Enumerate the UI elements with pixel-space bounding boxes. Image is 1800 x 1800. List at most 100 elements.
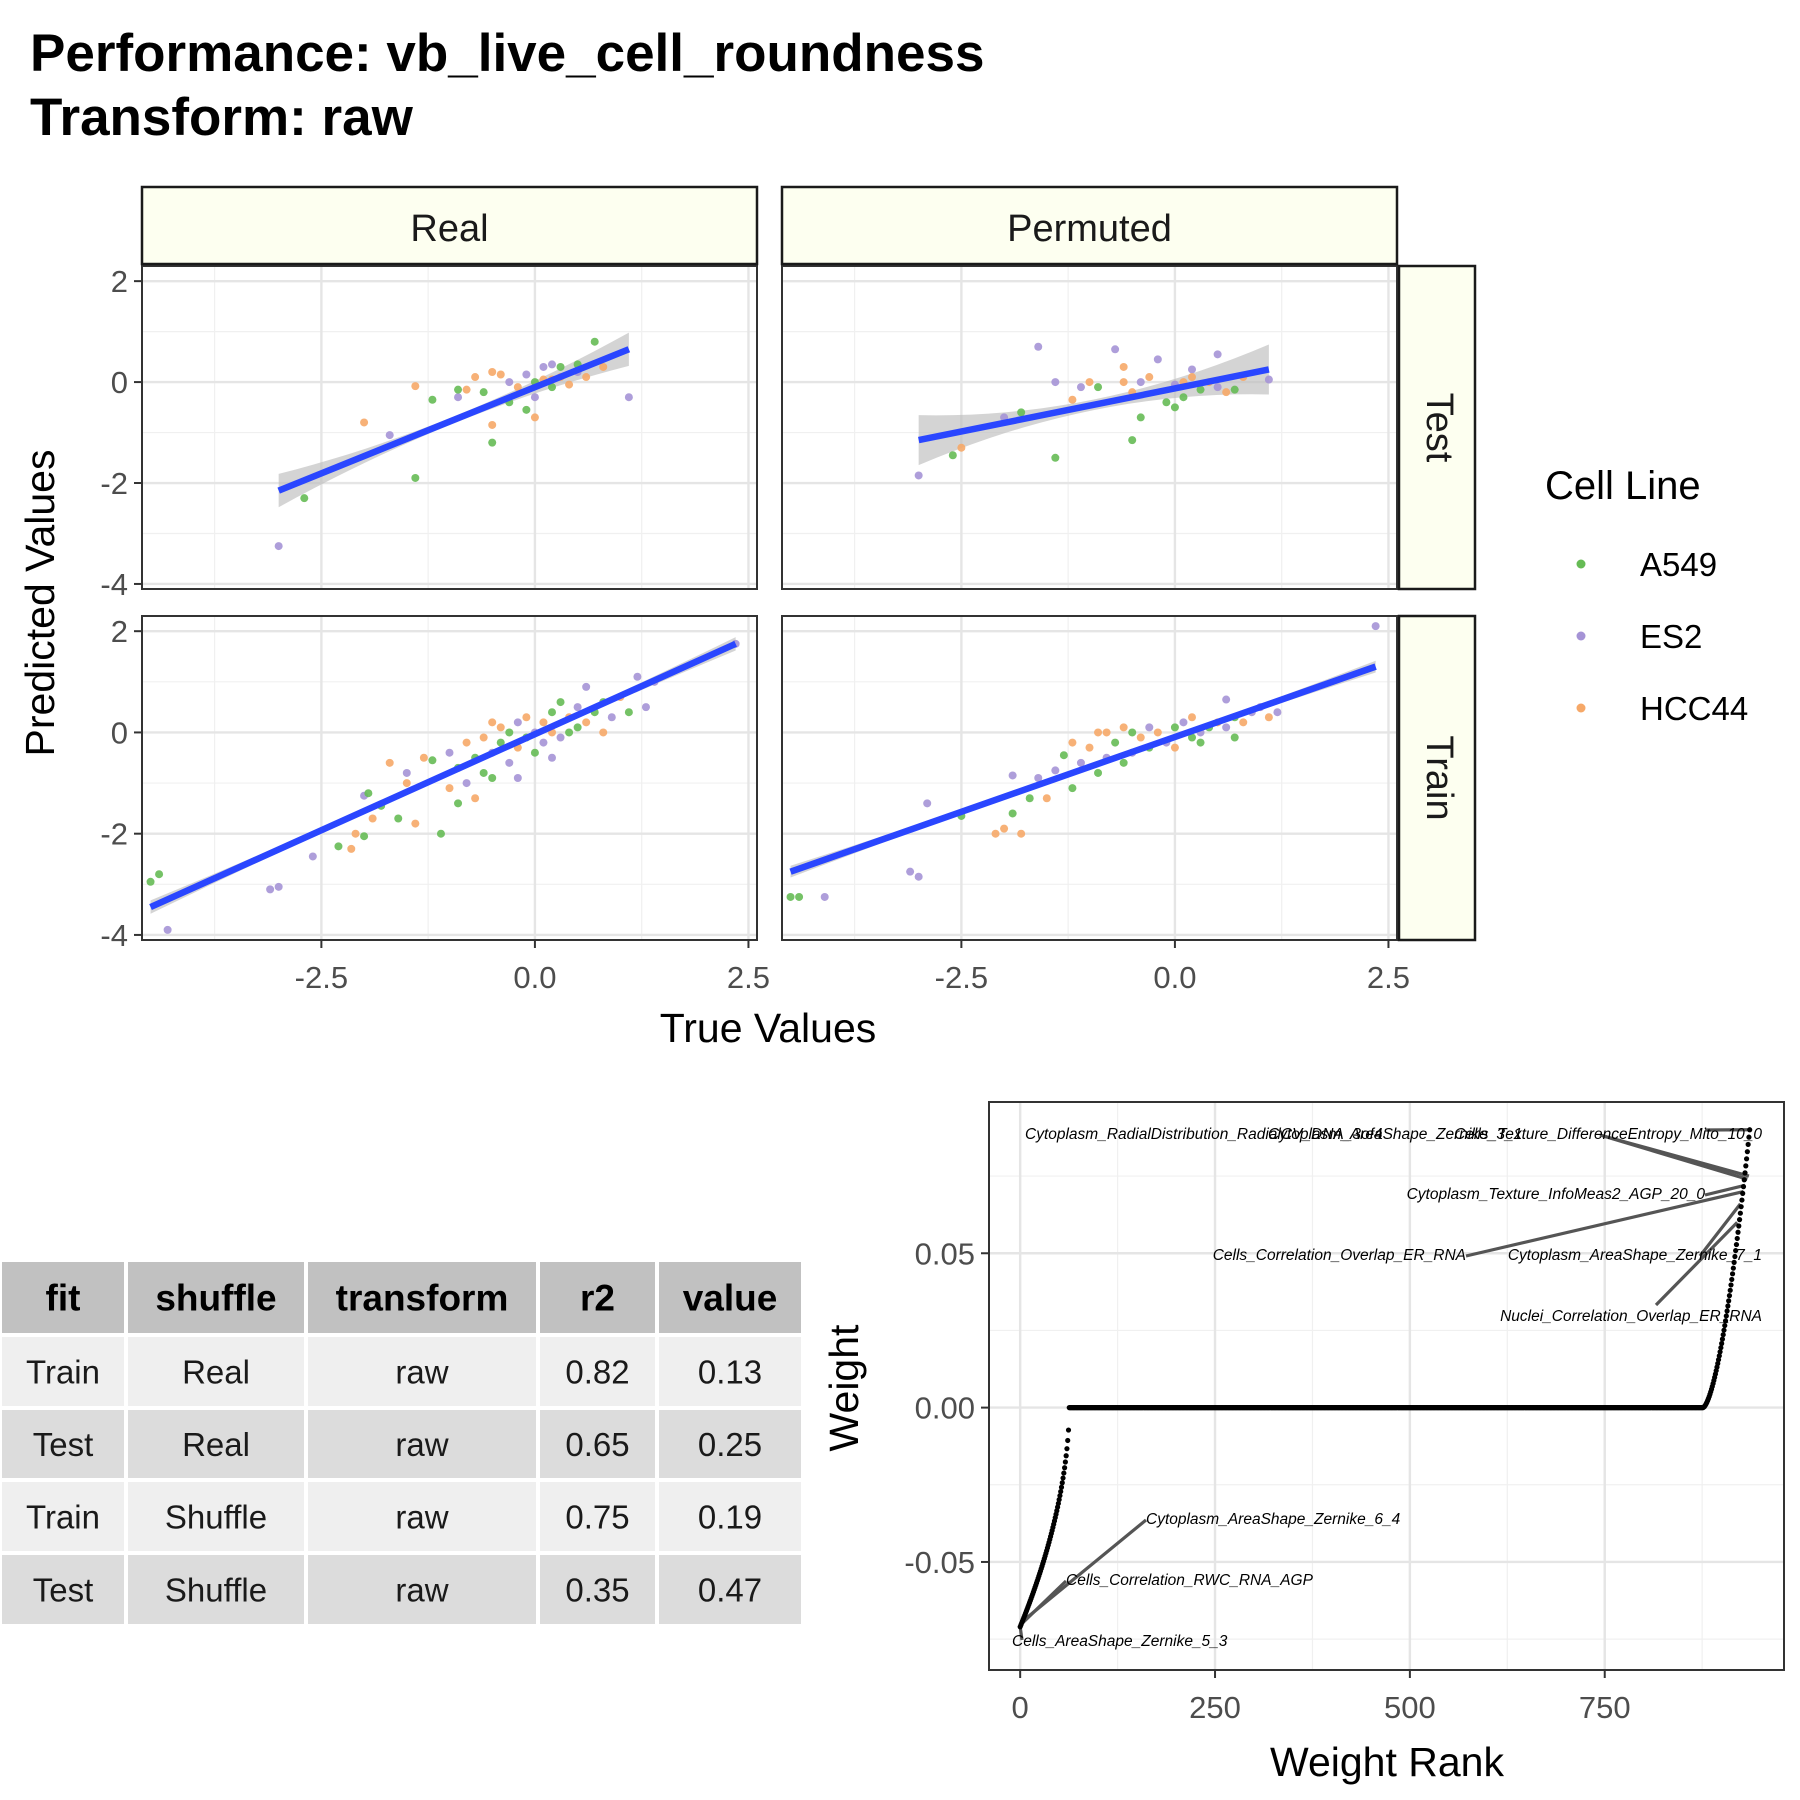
data-point-a549: [556, 698, 565, 707]
legend-label-a549: A549: [1640, 546, 1717, 583]
weight-point: [1741, 1177, 1747, 1183]
weight-point: [1726, 1298, 1732, 1304]
weight-point: [1733, 1241, 1740, 1248]
panel-border: [781, 265, 1398, 590]
weight-point: [1059, 1480, 1065, 1486]
data-point-es2: [1222, 723, 1231, 732]
annotation-leader-line: [1465, 1189, 1744, 1258]
weight-point: [1715, 1357, 1722, 1363]
table-cell: [128, 1482, 304, 1551]
weight-point: [1743, 1156, 1750, 1162]
data-point-hcc44: [496, 723, 505, 732]
data-point-es2: [522, 370, 531, 379]
data-point-es2: [513, 718, 522, 727]
data-point-es2: [1145, 723, 1154, 732]
x-tick-label: 250: [1189, 1690, 1241, 1725]
facet-label-real: Real: [410, 208, 488, 250]
y-tick-label: 2: [111, 264, 128, 299]
table-cell-text: raw: [395, 1572, 448, 1609]
legend-title: Cell Line: [1545, 464, 1701, 508]
data-point-es2: [402, 768, 411, 777]
table-cell: [540, 1410, 655, 1478]
feature-annotation-label: Cells_AreaShape_Zernike_5_3: [1012, 1633, 1228, 1650]
table-cell: [2, 1555, 124, 1624]
table-cell-text: Test: [33, 1572, 94, 1609]
data-point-a549: [1188, 733, 1196, 742]
legend-label-es2: ES2: [1640, 618, 1702, 655]
data-point-es2: [582, 682, 591, 691]
data-point-hcc44: [1085, 743, 1094, 752]
table-cell-text: 0.47: [698, 1572, 762, 1609]
panel-border: [781, 615, 1398, 941]
data-point-a549: [1059, 751, 1068, 760]
data-point-hcc44: [1068, 395, 1077, 404]
table-cell-text: raw: [395, 1426, 448, 1463]
data-point-es2: [530, 393, 539, 402]
data-point-a549: [436, 829, 445, 838]
data-point-hcc44: [488, 718, 497, 727]
data-point-hcc44: [1094, 728, 1103, 737]
data-point-hcc44: [360, 418, 369, 427]
data-point-hcc44: [1119, 362, 1128, 371]
regression-line: [918, 366, 1270, 444]
data-point-es2: [1136, 378, 1145, 387]
data-point-es2: [1111, 345, 1120, 354]
table-cell-text: raw: [395, 1499, 448, 1536]
data-point-hcc44: [351, 829, 360, 838]
data-point-a549: [786, 892, 795, 901]
annotation-leader-line: [1698, 1202, 1742, 1257]
data-point-a549: [1068, 784, 1077, 793]
data-point-hcc44: [1042, 794, 1051, 803]
data-point-es2: [1273, 708, 1282, 717]
data-point-hcc44: [1136, 733, 1145, 742]
y-tick-label: 0.05: [915, 1236, 975, 1271]
table-header-cell: [540, 1262, 655, 1333]
data-point-es2: [505, 758, 514, 767]
data-point-es2: [1051, 378, 1060, 387]
table-cell-text: Shuffle: [165, 1499, 267, 1536]
data-point-hcc44: [539, 718, 548, 727]
facet-label-test: Test: [1418, 393, 1460, 463]
y-tick-label: -2: [100, 817, 128, 852]
table-cell-text: 0.82: [565, 1354, 629, 1391]
legend-key-hcc44: [1576, 703, 1586, 713]
feature-annotation-label: Cytoplasm_Texture_InfoMeas2_AGP_20_0: [1407, 1186, 1706, 1203]
data-point-a549: [496, 738, 505, 747]
weight-point: [1724, 1308, 1730, 1314]
data-point-hcc44: [991, 829, 1000, 838]
weight-point: [1721, 1327, 1727, 1333]
weight-point: [1722, 1322, 1728, 1329]
data-point-es2: [1188, 365, 1196, 374]
data-point-es2: [906, 867, 915, 876]
data-point-es2: [539, 362, 548, 371]
title-line-2: Transform: raw: [30, 88, 414, 147]
data-point-hcc44: [1102, 728, 1111, 737]
feature-annotation-label: Nuclei_Correlation_Overlap_ER_RNA: [1500, 1308, 1762, 1325]
regression-line: [277, 346, 631, 494]
data-point-hcc44: [1000, 824, 1009, 833]
weight-point: [1736, 1223, 1742, 1229]
weight-point: [1065, 1427, 1072, 1433]
weight-point: [1057, 1493, 1063, 1499]
y-tick-label: 2: [111, 614, 128, 649]
title-line-1: Performance: vb_live_cell_roundness: [30, 24, 984, 83]
weight-point: [1725, 1303, 1731, 1309]
x-tick-label: 0: [1012, 1690, 1029, 1725]
data-point-hcc44: [1170, 743, 1179, 752]
table-header-cell: [2, 1262, 124, 1333]
weight-point: [1729, 1276, 1735, 1283]
panel-permuted-train: [781, 615, 1398, 941]
table-cell: [2, 1482, 124, 1551]
data-point-a549: [1094, 383, 1103, 392]
data-point-a549: [1196, 385, 1205, 394]
x-tick-label: 2.5: [727, 960, 770, 995]
weight-point: [1722, 1318, 1729, 1324]
data-point-a549: [1179, 393, 1188, 402]
weight-rank-chart: Cytoplasm_RadialDistribution_RadialCV_DN…: [821, 1101, 1785, 1785]
table-cell: [659, 1337, 801, 1406]
data-point-hcc44: [513, 383, 522, 392]
data-point-es2: [624, 393, 633, 402]
data-point-es2: [548, 753, 556, 762]
data-point-es2: [266, 885, 275, 894]
data-point-a549: [548, 383, 556, 392]
